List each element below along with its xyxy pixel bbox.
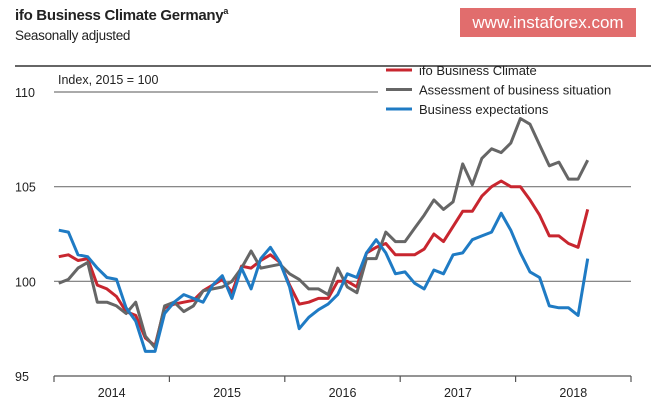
x-tick-label: 2017 <box>444 386 472 400</box>
legend-label-1: ifo Business Climate <box>419 63 537 78</box>
chart-subtitle: Seasonally adjusted <box>15 28 131 43</box>
y-tick-label: 110 <box>15 86 35 100</box>
x-tick-label: 2018 <box>559 386 587 400</box>
series-line-2 <box>58 117 590 350</box>
index-annotation: Index, 2015 = 100 <box>58 73 158 87</box>
y-tick-label: 105 <box>15 181 36 195</box>
series-line-3 <box>58 211 590 353</box>
x-tick-label: 2015 <box>213 386 241 400</box>
series-line-1 <box>58 179 590 348</box>
y-tick-label: 95 <box>15 370 29 384</box>
x-tick-label: 2016 <box>329 386 357 400</box>
y-tick-label: 100 <box>15 275 36 289</box>
title-footnote: a <box>223 6 229 16</box>
legend-label-2: Assessment of business situation <box>419 83 611 98</box>
watermark: www.instaforex.com <box>460 8 636 37</box>
chart-title-text: ifo Business Climate Germany <box>15 7 224 24</box>
x-tick-label: 2014 <box>98 386 126 400</box>
chart-title: ifo Business Climate Germanya <box>15 6 228 24</box>
legend-label-3: Business expectations <box>419 102 549 117</box>
